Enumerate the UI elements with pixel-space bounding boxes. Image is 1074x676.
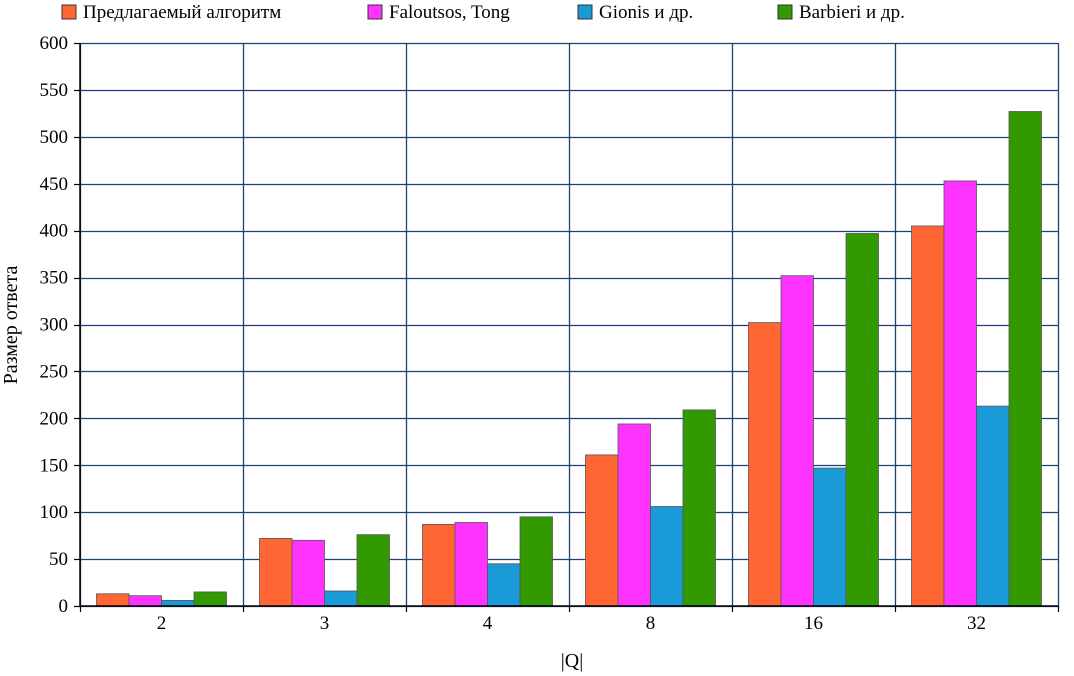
bar <box>976 405 1010 607</box>
legend-item: Предлагаемый алгоритм <box>61 2 281 23</box>
bar <box>356 534 390 607</box>
y-tick-label: 550 <box>40 80 69 101</box>
bar <box>617 423 651 607</box>
x-tick-label: 16 <box>804 613 823 634</box>
legend-swatch <box>577 4 593 20</box>
bar <box>650 506 684 607</box>
x-tick-label: 3 <box>320 613 330 634</box>
legend-item: Faloutsos, Tong <box>367 2 510 23</box>
legend: Предлагаемый алгоритм Faloutsos, Tong Gion… <box>61 2 905 23</box>
y-tick-label: 150 <box>40 455 69 476</box>
legend-label: Предлагаемый алгоритм <box>83 2 281 23</box>
legend-swatch <box>61 4 77 20</box>
bar <box>422 523 456 607</box>
bar <box>193 591 227 607</box>
x-tick-label: 4 <box>483 613 493 634</box>
y-tick-label: 0 <box>59 596 69 617</box>
y-tick-label: 250 <box>40 361 69 382</box>
x-tick-label: 32 <box>967 613 986 634</box>
y-tick-labels: 0 50 100 150 200 250 300 350 400 450 500 550 600 <box>40 33 69 617</box>
bar <box>454 522 488 607</box>
legend-label: Faloutsos, Tong <box>389 2 510 23</box>
bar <box>585 454 619 607</box>
y-tick-label: 300 <box>40 315 69 336</box>
legend-swatch <box>367 4 383 20</box>
bar <box>324 590 358 607</box>
bar <box>845 233 879 607</box>
axes <box>74 42 1060 612</box>
bar <box>682 409 716 607</box>
bar <box>259 538 293 607</box>
y-tick-label: 400 <box>40 221 69 242</box>
bar <box>96 593 130 607</box>
legend-item: Barbieri и др. <box>777 2 905 23</box>
legend-swatch <box>777 4 793 20</box>
y-axis-title: Размер ответа <box>0 266 22 385</box>
bar <box>748 322 782 607</box>
x-axis-title: |Q| <box>561 650 583 672</box>
y-tick-label: 100 <box>40 502 69 523</box>
bars <box>96 111 1042 607</box>
bar <box>487 563 521 607</box>
bar <box>291 539 325 607</box>
y-tick-label: 450 <box>40 174 69 195</box>
bar <box>519 516 553 607</box>
y-tick-label: 200 <box>40 408 69 429</box>
bar <box>813 467 847 607</box>
x-tick-label: 8 <box>646 613 656 634</box>
bar <box>128 595 162 607</box>
bar <box>1008 111 1042 607</box>
y-tick-label: 350 <box>40 268 69 289</box>
bar <box>780 275 814 607</box>
legend-label: Gionis и др. <box>599 2 693 23</box>
x-tick-labels: 2 3 4 8 16 32 <box>157 613 986 634</box>
y-tick-label: 600 <box>40 33 69 54</box>
bar <box>943 180 977 607</box>
y-tick-label: 500 <box>40 127 69 148</box>
legend-label: Barbieri и др. <box>799 2 905 23</box>
legend-item: Gionis и др. <box>577 2 693 23</box>
y-tick-label: 50 <box>49 549 68 570</box>
bar <box>161 599 195 607</box>
x-tick-label: 2 <box>157 613 167 634</box>
bar <box>911 225 945 607</box>
